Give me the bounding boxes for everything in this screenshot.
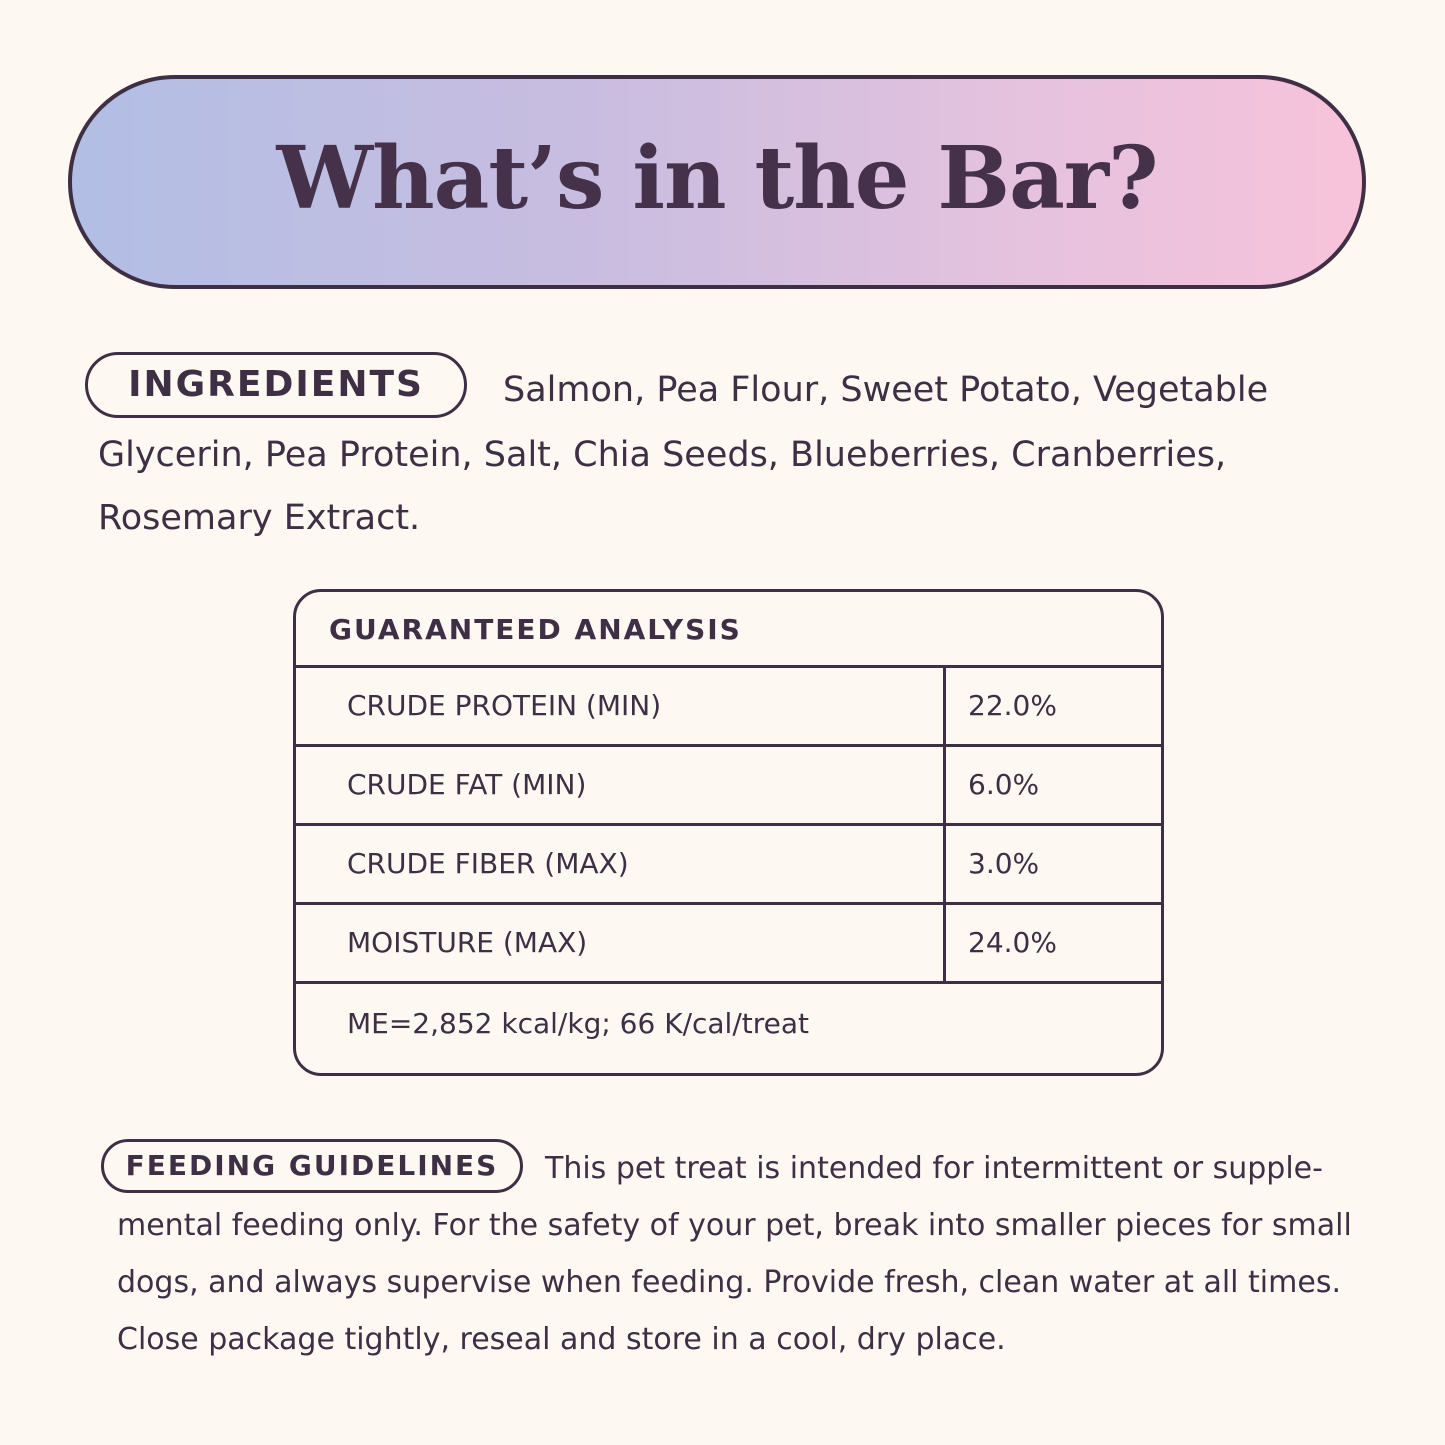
row-label: CRUDE FAT (MIN) [296, 747, 946, 823]
feeding-badge: FEEDING GUIDELINES [101, 1138, 523, 1193]
energy-footer: ME=2,852 kcal/kg; 66 K/cal/treat [347, 1007, 809, 1040]
row-value: 22.0% [968, 689, 1057, 722]
row-label: MOISTURE (MAX) [296, 905, 946, 981]
row-value: 3.0% [968, 847, 1040, 880]
feeding-text: This pet treat is intended for intermitt… [117, 1151, 1352, 1357]
ingredients-text: Salmon, Pea Flour, Sweet Potato, Vegetab… [98, 370, 1269, 538]
page-title: What’s in the Bar? [276, 127, 1158, 229]
analysis-title: GUARANTEED ANALYSIS [296, 592, 1161, 668]
table-row: MOISTURE (MAX) 24.0% [296, 905, 1161, 984]
row-value: 24.0% [968, 926, 1057, 959]
ingredients-section: INGREDIENTS Salmon, Pea Flour, Sweet Pota… [85, 352, 1373, 550]
table-row: CRUDE FIBER (MAX) 3.0% [296, 826, 1161, 905]
feeding-section: FEEDING GUIDELINES This pet treat is inte… [101, 1138, 1357, 1368]
table-row: CRUDE PROTEIN (MIN) 22.0% [296, 668, 1161, 747]
row-value: 6.0% [968, 768, 1040, 801]
table-row: CRUDE FAT (MIN) 6.0% [296, 747, 1161, 826]
row-label: CRUDE FIBER (MAX) [296, 826, 946, 902]
ingredients-badge: INGREDIENTS [85, 352, 467, 418]
row-label: CRUDE PROTEIN (MIN) [296, 668, 946, 744]
guaranteed-analysis-table: GUARANTEED ANALYSIS CRUDE PROTEIN (MIN) 2… [293, 589, 1164, 1076]
title-banner: What’s in the Bar? [68, 75, 1366, 289]
